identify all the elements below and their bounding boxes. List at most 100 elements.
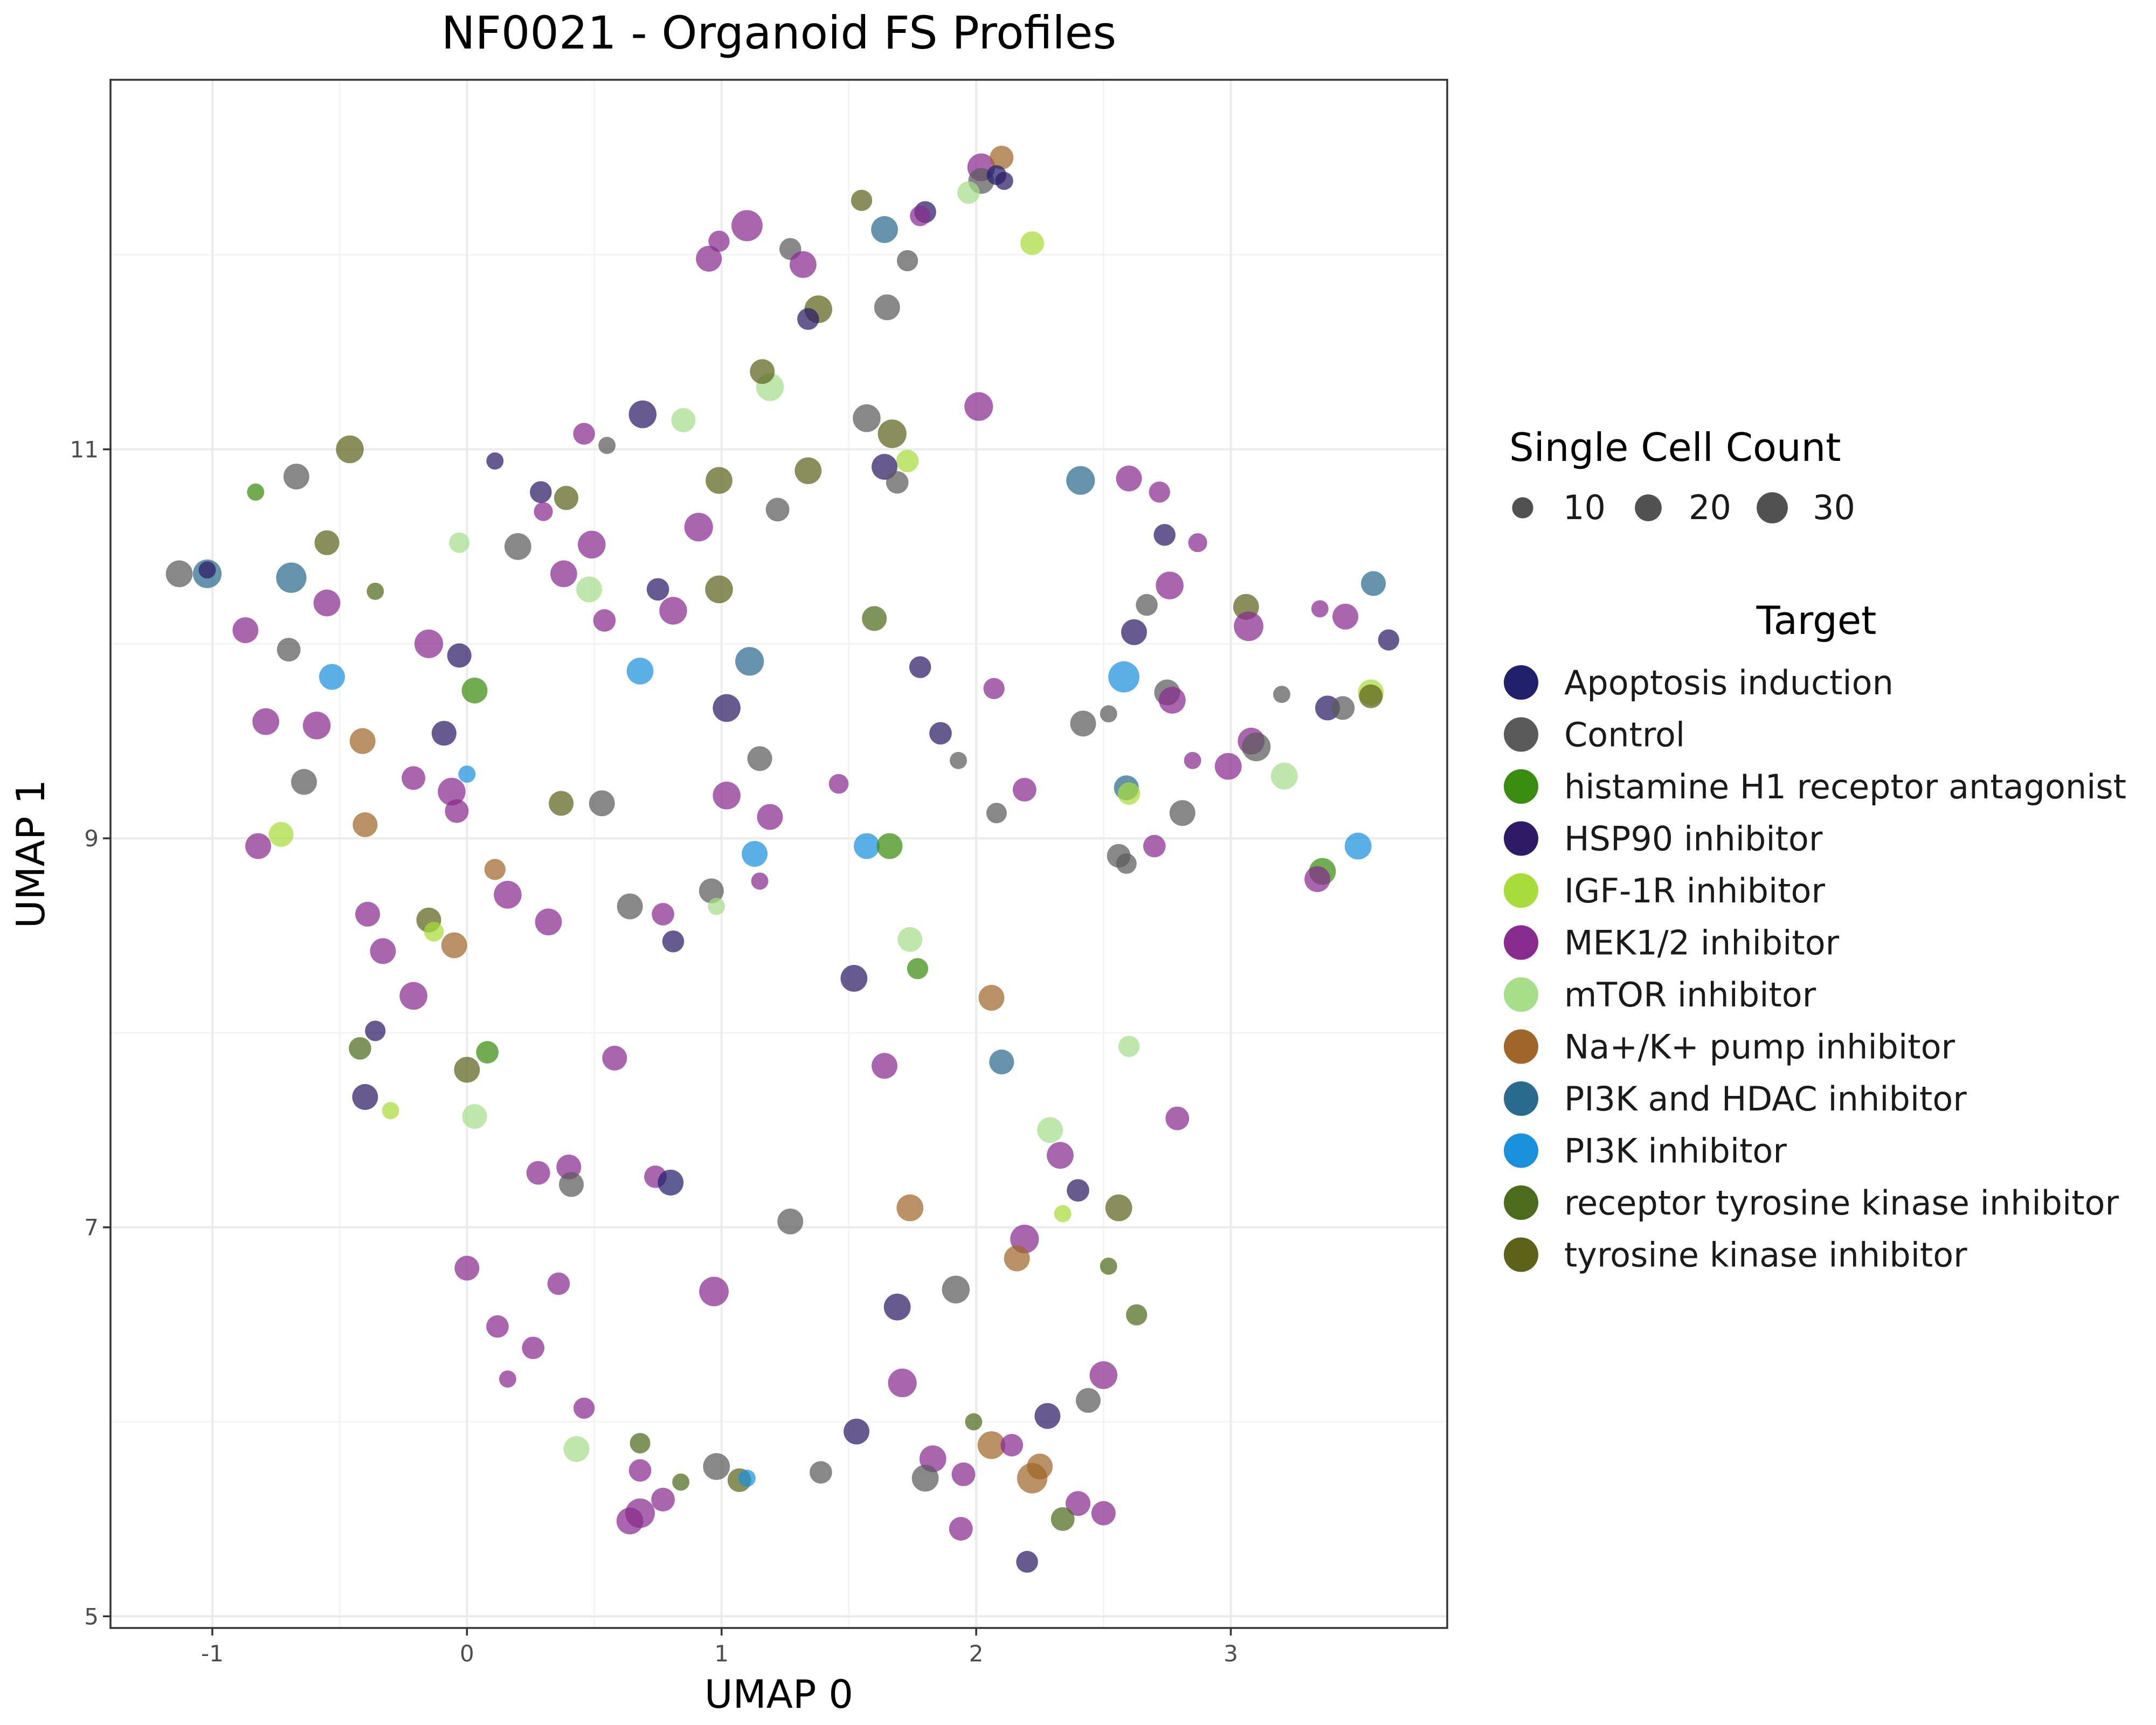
data-point (247, 483, 265, 501)
data-point (957, 181, 980, 204)
data-point (703, 1453, 730, 1480)
x-axis-title: UMAP 0 (704, 1672, 853, 1717)
data-point (617, 893, 643, 920)
data-point (851, 190, 873, 211)
data-point (593, 609, 616, 632)
data-point (1067, 1179, 1089, 1202)
size-legend-key (1512, 497, 1533, 519)
data-point (349, 1037, 371, 1060)
data-point (950, 751, 967, 769)
data-point (1136, 594, 1158, 616)
data-point (907, 958, 929, 979)
data-point (910, 205, 931, 226)
data-point (1273, 686, 1290, 703)
data-point (1359, 684, 1383, 708)
color-legend-label: mTOR inhibitor (1564, 975, 1816, 1015)
data-point (840, 965, 868, 992)
data-point (877, 419, 907, 448)
data-point (977, 1431, 1006, 1459)
data-point (1158, 687, 1186, 714)
color-legend-key (1504, 1133, 1538, 1168)
data-point (1184, 751, 1201, 769)
y-tick-label: 11 (70, 437, 99, 463)
data-point (684, 513, 713, 542)
y-axis-title: UMAP 1 (8, 779, 53, 928)
data-point (883, 1293, 911, 1321)
data-point (978, 985, 1005, 1011)
data-point (652, 902, 674, 926)
data-point (382, 1102, 399, 1120)
color-legend-key (1504, 873, 1538, 908)
data-point (1020, 231, 1044, 256)
data-point (1234, 611, 1263, 641)
data-point (314, 530, 340, 555)
data-point (447, 643, 472, 668)
data-point (1117, 782, 1141, 805)
data-point (1105, 1194, 1132, 1222)
data-point (462, 1104, 487, 1129)
size-legend-label: 10 (1563, 488, 1606, 527)
data-point (1304, 866, 1331, 892)
data-point (484, 859, 506, 880)
data-point (886, 471, 909, 494)
data-point (414, 629, 444, 658)
data-point (1091, 1501, 1116, 1526)
data-point (854, 833, 880, 859)
data-point (896, 250, 918, 272)
data-point (1126, 1304, 1148, 1326)
data-point (713, 781, 741, 810)
data-point (370, 938, 396, 964)
y-axis-ticks: 5 7 9 11 (70, 437, 110, 1630)
data-point (1143, 834, 1166, 858)
data-point (747, 746, 772, 771)
data-point (1070, 710, 1096, 737)
color-legend-label: PI3K and HDAC inhibitor (1564, 1079, 1967, 1119)
data-point (630, 1433, 651, 1454)
data-point (942, 1275, 970, 1303)
data-point (742, 841, 768, 867)
data-point (765, 498, 790, 522)
data-point (1149, 481, 1170, 503)
data-point (896, 1194, 924, 1222)
data-point (738, 1469, 756, 1487)
data-point (1169, 800, 1196, 826)
data-point (751, 872, 769, 890)
data-point (576, 576, 603, 603)
data-point (486, 452, 504, 470)
color-legend-key (1504, 1185, 1538, 1220)
data-point (424, 922, 444, 942)
data-point (1034, 1403, 1061, 1429)
data-point (530, 481, 552, 503)
x-tick-label: 3 (1224, 1640, 1238, 1667)
data-point (336, 435, 364, 464)
data-point (797, 308, 819, 330)
data-point (1066, 1491, 1091, 1516)
chart-title: NF0021 - Organoid FS Profiles (441, 6, 1116, 59)
y-tick-label: 7 (84, 1215, 99, 1241)
data-point (706, 467, 733, 494)
data-point (713, 694, 741, 722)
data-point (986, 803, 1007, 824)
data-point (547, 1272, 570, 1295)
data-point (291, 769, 317, 795)
data-point (964, 392, 993, 421)
data-point (1153, 524, 1176, 546)
data-point (757, 804, 783, 830)
data-point (349, 728, 376, 754)
data-point (735, 647, 764, 676)
data-point (534, 502, 553, 521)
data-point (1242, 732, 1271, 762)
data-point (651, 1487, 675, 1512)
size-legend-title: Single Cell Count (1509, 425, 1841, 470)
data-point (1331, 696, 1355, 720)
data-point (1116, 465, 1142, 492)
color-legend-label: histamine H1 receptor antagonist (1564, 767, 2126, 806)
size-legend-label: 20 (1689, 488, 1731, 527)
data-point (1100, 1257, 1117, 1275)
color-legend-key (1504, 717, 1538, 752)
data-point (810, 1461, 832, 1484)
data-point (949, 1517, 973, 1541)
color-legend: Target Apoptosis induction Control histami… (1504, 598, 2126, 1275)
data-point (911, 1465, 939, 1492)
